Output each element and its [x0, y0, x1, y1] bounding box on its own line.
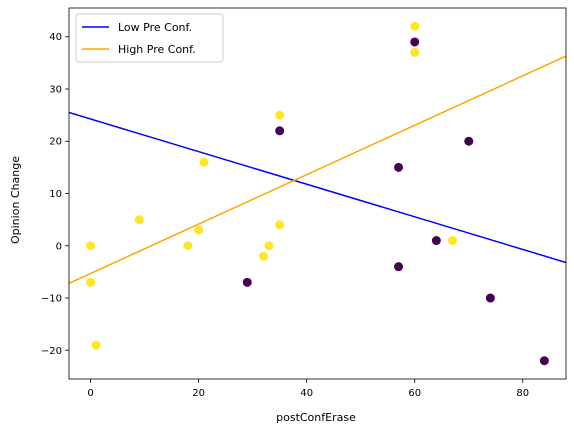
data-point-high: [258, 251, 268, 261]
data-point-high: [91, 340, 101, 350]
y-tick-label: 40: [49, 32, 62, 43]
x-tick-label: 60: [408, 388, 421, 399]
series-line-high-pre-conf: [69, 55, 566, 285]
data-point-high: [183, 241, 193, 251]
data-point-high: [275, 220, 285, 230]
data-point-low: [275, 126, 285, 136]
legend-label: High Pre Conf.: [118, 43, 196, 56]
data-point-low: [485, 293, 495, 303]
data-point-high: [410, 47, 420, 57]
data-point-high: [199, 157, 209, 167]
data-point-high: [264, 241, 274, 251]
data-point-high: [410, 21, 420, 31]
data-point-high: [448, 236, 458, 246]
data-point-high: [194, 225, 204, 235]
legend-label: Low Pre Conf.: [118, 21, 192, 34]
data-point-low: [539, 356, 549, 366]
y-axis-label: Opinion Change: [9, 156, 22, 244]
y-tick-label: 30: [49, 84, 62, 95]
x-tick-label: 40: [300, 388, 313, 399]
data-point-low: [394, 162, 404, 172]
y-tick-label: 20: [49, 137, 62, 148]
x-tick-label: 0: [87, 388, 93, 399]
series-line-low-pre-conf: [69, 111, 566, 264]
y-tick-label: 10: [49, 189, 62, 200]
x-tick-label: 80: [516, 388, 529, 399]
data-point-high: [86, 277, 96, 287]
data-point-high: [86, 241, 96, 251]
data-point-low: [242, 277, 252, 287]
y-tick-label: −20: [41, 346, 62, 357]
x-tick-label: 20: [192, 388, 205, 399]
data-point-high: [275, 110, 285, 120]
data-point-low: [394, 262, 404, 272]
data-point-low: [431, 236, 441, 246]
x-axis-label: postConfErase: [276, 411, 356, 424]
legend-box: [75, 13, 224, 63]
y-tick-label: 0: [56, 241, 62, 252]
y-tick-label: −10: [41, 294, 62, 305]
data-point-low: [410, 37, 420, 47]
plot-frame: [68, 7, 567, 380]
data-point-high: [134, 215, 144, 225]
legend: Low Pre Conf. High Pre Conf.: [75, 13, 224, 63]
data-point-low: [464, 136, 474, 146]
